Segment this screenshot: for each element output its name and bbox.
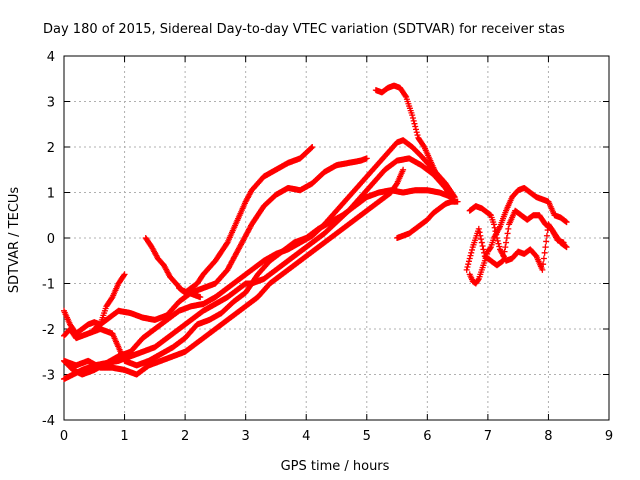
data-point xyxy=(477,232,484,239)
x-tick-label: 3 xyxy=(242,429,250,444)
data-point xyxy=(563,219,570,226)
x-tick-label: 5 xyxy=(363,429,371,444)
data-point xyxy=(493,231,500,238)
y-tick-label: 2 xyxy=(47,141,55,156)
series-13 xyxy=(463,207,567,273)
data-point xyxy=(502,244,509,251)
x-tick-label: 2 xyxy=(181,429,189,444)
data-point xyxy=(478,239,485,246)
data-point xyxy=(478,236,485,243)
data-point xyxy=(500,253,507,260)
data-point xyxy=(197,294,204,301)
data-point xyxy=(480,246,487,253)
y-tick-label: -2 xyxy=(42,323,55,338)
y-tick-label: -3 xyxy=(42,369,55,384)
data-point xyxy=(363,155,370,162)
data-point xyxy=(476,229,483,236)
data-point xyxy=(543,232,550,239)
data-point xyxy=(496,243,503,250)
data-point xyxy=(501,248,508,255)
data-point xyxy=(481,249,488,256)
series-6 xyxy=(91,155,370,332)
data-point xyxy=(465,261,472,268)
data-point xyxy=(414,132,421,139)
data-point xyxy=(409,112,416,119)
series-8 xyxy=(176,144,316,296)
data-point xyxy=(463,266,470,273)
data-point xyxy=(500,257,507,264)
data-point xyxy=(492,228,499,235)
data-point xyxy=(491,224,498,231)
data-point xyxy=(412,126,419,133)
series-10 xyxy=(394,198,461,241)
y-tick-label: -1 xyxy=(42,278,55,293)
data-point xyxy=(121,271,128,278)
data-point xyxy=(495,240,502,247)
data-point xyxy=(543,238,550,245)
data-point xyxy=(540,261,547,268)
data-point xyxy=(467,252,474,259)
x-axis-title: GPS time / hours xyxy=(281,459,390,474)
y-axis-title: SDTVAR / TECUs xyxy=(7,187,22,294)
data-point xyxy=(541,249,548,256)
data-point xyxy=(402,92,409,99)
series-9 xyxy=(372,82,458,201)
data-point xyxy=(468,249,475,256)
x-tick-label: 9 xyxy=(605,429,613,444)
data-point xyxy=(409,114,416,121)
data-point xyxy=(308,144,315,151)
data-point xyxy=(487,245,494,252)
y-tick-label: 4 xyxy=(47,50,55,65)
data-point xyxy=(465,258,472,265)
y-tick-label: -4 xyxy=(42,414,55,429)
data-point xyxy=(466,255,473,262)
data-point xyxy=(475,225,482,232)
data-point xyxy=(494,237,501,244)
data-point xyxy=(479,242,486,249)
data-point xyxy=(539,266,546,273)
x-tick-label: 6 xyxy=(423,429,431,444)
data-point xyxy=(120,272,127,279)
data-point xyxy=(560,239,567,246)
data-point xyxy=(542,244,549,251)
data-point xyxy=(503,235,510,241)
data-point xyxy=(412,123,419,130)
chart-title: Day 180 of 2015, Sidereal Day-to-day VTE… xyxy=(43,22,565,37)
data-point xyxy=(411,120,418,127)
data-point xyxy=(563,244,570,251)
data-point xyxy=(540,255,547,262)
x-tick-label: 4 xyxy=(302,429,310,444)
data-marks xyxy=(61,82,570,383)
y-tick-label: 0 xyxy=(47,232,55,247)
data-point xyxy=(400,166,407,173)
data-point xyxy=(410,117,417,124)
data-point xyxy=(309,144,316,150)
series-3 xyxy=(61,187,455,369)
series-2 xyxy=(61,137,458,378)
data-point xyxy=(413,129,420,136)
data-point xyxy=(505,225,512,232)
data-point xyxy=(490,221,497,228)
y-tick-label: 3 xyxy=(47,96,55,111)
y-tick-label: 1 xyxy=(47,187,55,202)
axis-ticks: 0 1 2 3 4 5 6 7 8 9 -4 -3 -2 -1 0 1 2 3 4 xyxy=(42,50,613,444)
data-point xyxy=(454,198,461,205)
x-tick-label: 8 xyxy=(544,429,552,444)
data-point xyxy=(503,239,510,246)
data-point xyxy=(504,230,511,237)
x-tick-label: 1 xyxy=(120,429,128,444)
data-point xyxy=(493,235,500,241)
data-point xyxy=(475,277,482,284)
series-4 xyxy=(61,166,407,378)
series-5 xyxy=(61,271,128,337)
data-point xyxy=(468,246,475,253)
data-point xyxy=(464,264,471,271)
x-tick-label: 0 xyxy=(60,429,68,444)
x-tick-label: 7 xyxy=(484,429,492,444)
